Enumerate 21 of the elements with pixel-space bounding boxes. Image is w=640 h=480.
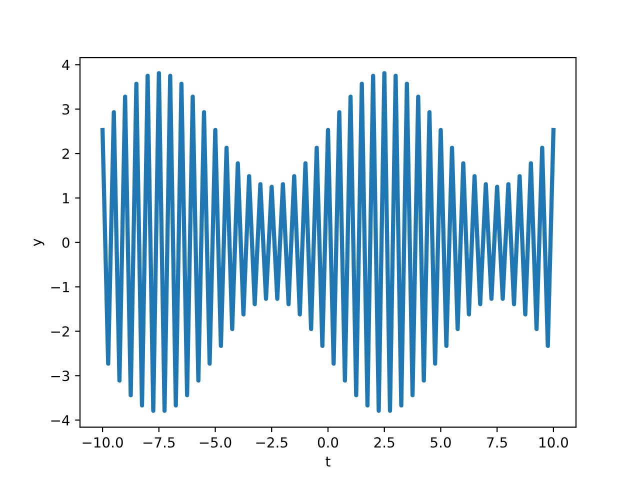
- x-tick-label: 2.5: [374, 437, 394, 448]
- x-tick-label: −2.5: [256, 437, 288, 448]
- x-tick-label: 5.0: [430, 437, 451, 448]
- x-tick-label: −5.0: [200, 437, 232, 448]
- y-tick-label: 1: [62, 193, 69, 204]
- y-tick-label: 0: [62, 237, 70, 248]
- x-axis-title: t: [326, 456, 330, 466]
- line-series: [100, 71, 556, 413]
- x-tick-label: 0.0: [318, 437, 338, 448]
- y-tick-label: −2: [51, 326, 69, 337]
- x-tick-label: −10.0: [82, 437, 123, 448]
- x-tick-label: −7.5: [144, 437, 175, 448]
- y-tick-label: −3: [51, 370, 70, 382]
- y-tick-label: 4: [62, 60, 70, 70]
- y-tick-label: −1: [51, 282, 69, 292]
- y-tick-label: 3: [62, 104, 70, 115]
- y-tick-label: −4: [51, 415, 70, 426]
- y-tick-label: 2: [62, 148, 69, 159]
- x-tick-label: 7.5: [487, 437, 507, 448]
- x-tick-label: 10.0: [540, 437, 568, 448]
- y-axis-title: y: [34, 238, 44, 246]
